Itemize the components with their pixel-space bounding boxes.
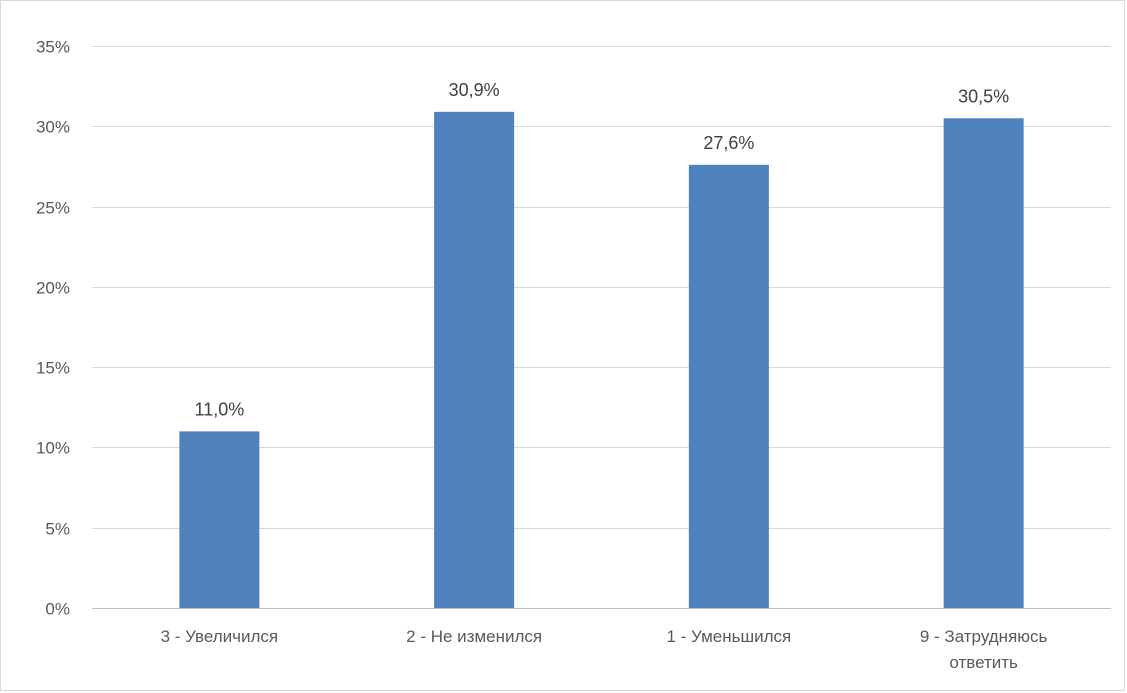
bar (943, 118, 1024, 608)
data-label: 30,9% (449, 80, 500, 100)
bar (179, 431, 260, 608)
y-tick-label: 30% (36, 118, 70, 137)
y-tick-label: 0% (45, 600, 70, 619)
y-axis-tick-labels: 0% 5% 10% 15% 20% 25% 30% 35% (36, 38, 70, 619)
data-label: 11,0% (195, 399, 245, 419)
gridlines (92, 46, 1111, 609)
y-tick-label: 35% (36, 38, 70, 57)
bar (688, 164, 769, 608)
x-category-label: 2 - Не изменился (406, 627, 542, 646)
bar (434, 111, 515, 608)
x-category-label: 1 - Уменьшился (667, 627, 792, 646)
x-category-label: ответить (949, 653, 1018, 672)
x-category-label: 3 - Увеличился (161, 627, 279, 646)
y-tick-label: 15% (36, 359, 70, 378)
y-tick-label: 5% (45, 520, 70, 539)
x-category-label: 9 - Затрудняюсь (920, 627, 1048, 646)
y-tick-label: 10% (36, 439, 70, 458)
x-axis-category-labels: 3 - Увеличился 2 - Не изменился 1 - Уменьш… (161, 627, 1048, 672)
data-label: 27,6% (703, 133, 754, 153)
bars (179, 111, 1024, 608)
y-tick-label: 20% (36, 279, 70, 298)
data-label: 30,5% (958, 86, 1009, 106)
y-tick-label: 25% (36, 199, 70, 218)
data-labels: 11,0% 30,9% 27,6% 30,5% (195, 80, 1010, 420)
